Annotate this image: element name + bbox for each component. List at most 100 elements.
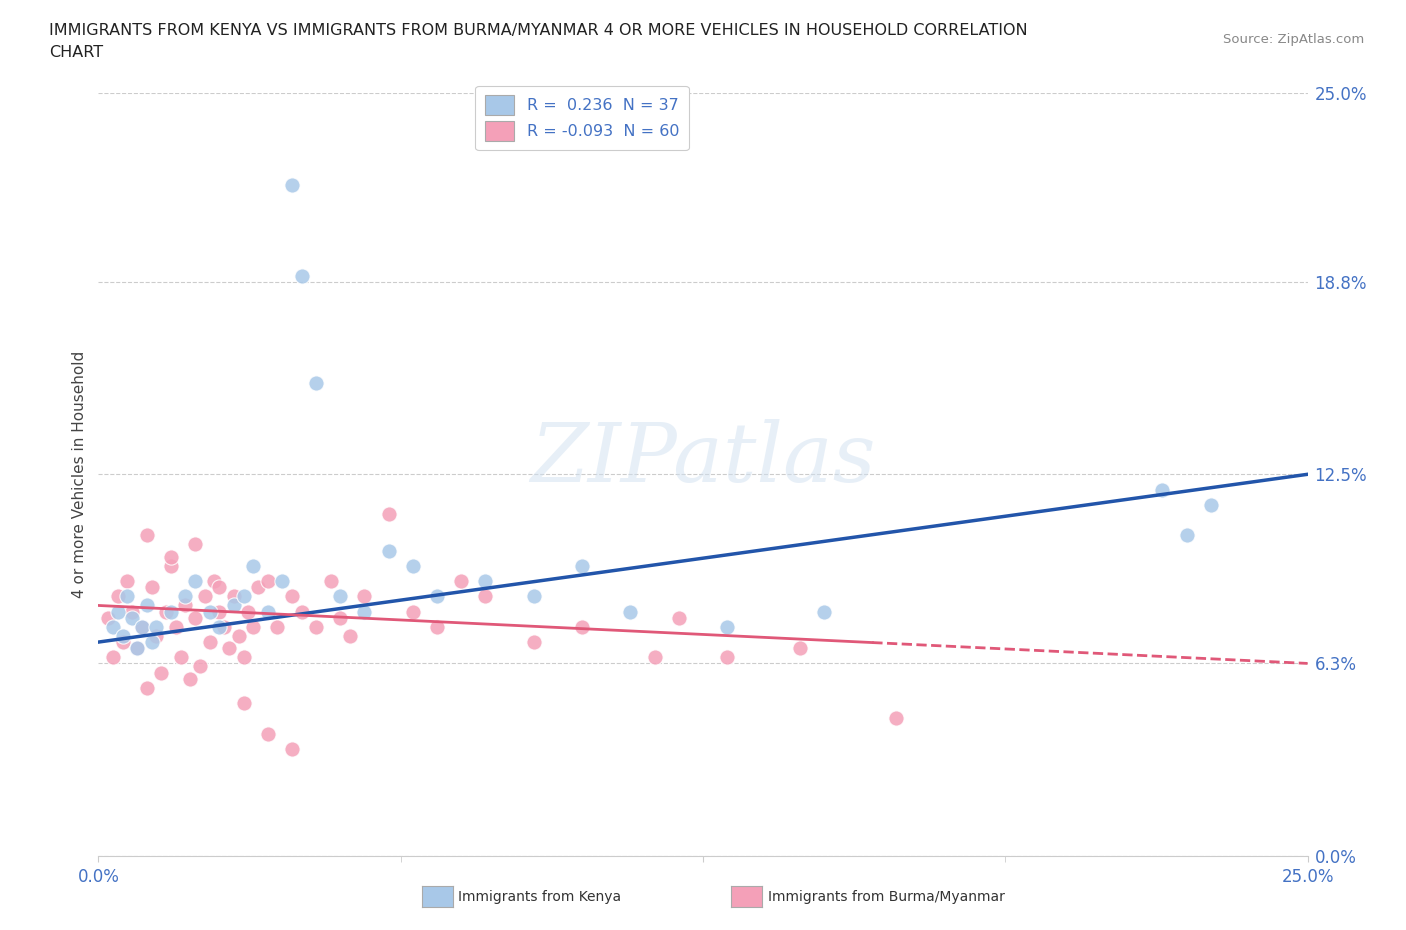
Point bbox=[426, 589, 449, 604]
Point bbox=[150, 665, 173, 680]
Point bbox=[474, 589, 496, 604]
Point bbox=[238, 604, 260, 619]
Point bbox=[450, 574, 472, 589]
Point bbox=[97, 610, 120, 625]
Point bbox=[644, 650, 666, 665]
Point bbox=[174, 589, 197, 604]
Point bbox=[232, 650, 254, 665]
Point bbox=[135, 528, 157, 543]
Point bbox=[1175, 528, 1198, 543]
Point bbox=[242, 558, 264, 573]
Point bbox=[155, 604, 177, 619]
Text: ZIPatlas: ZIPatlas bbox=[530, 419, 876, 499]
Legend: R =  0.236  N = 37, R = -0.093  N = 60: R = 0.236 N = 37, R = -0.093 N = 60 bbox=[475, 86, 689, 151]
Text: Source: ZipAtlas.com: Source: ZipAtlas.com bbox=[1223, 33, 1364, 46]
Point bbox=[141, 579, 163, 594]
Point bbox=[135, 681, 157, 696]
Point bbox=[218, 641, 240, 656]
Point bbox=[256, 574, 278, 589]
Point bbox=[789, 641, 811, 656]
Text: Immigrants from Kenya: Immigrants from Kenya bbox=[458, 889, 621, 904]
Point bbox=[247, 579, 270, 594]
Point bbox=[208, 579, 231, 594]
Text: Immigrants from Burma/Myanmar: Immigrants from Burma/Myanmar bbox=[768, 889, 1004, 904]
Point bbox=[668, 610, 690, 625]
Point bbox=[886, 711, 908, 725]
Point bbox=[305, 376, 328, 391]
Point bbox=[290, 269, 312, 284]
Point bbox=[198, 604, 221, 619]
Point bbox=[256, 726, 278, 741]
Point bbox=[329, 610, 352, 625]
Point bbox=[184, 574, 207, 589]
Point bbox=[266, 619, 288, 634]
Text: CHART: CHART bbox=[49, 45, 103, 60]
Point bbox=[281, 177, 304, 192]
Point bbox=[131, 619, 153, 634]
Point bbox=[117, 574, 139, 589]
Point bbox=[160, 558, 183, 573]
Point bbox=[208, 619, 231, 634]
Point bbox=[339, 629, 361, 644]
Point bbox=[271, 574, 294, 589]
Point bbox=[208, 604, 231, 619]
Point bbox=[111, 634, 134, 649]
Point bbox=[256, 604, 278, 619]
Point bbox=[169, 650, 191, 665]
Point bbox=[131, 619, 153, 634]
Point bbox=[353, 589, 375, 604]
Point bbox=[353, 604, 375, 619]
Point bbox=[111, 629, 134, 644]
Point bbox=[716, 650, 738, 665]
Point bbox=[117, 589, 139, 604]
Y-axis label: 4 or more Vehicles in Household: 4 or more Vehicles in Household bbox=[72, 351, 87, 598]
Point bbox=[813, 604, 835, 619]
Point bbox=[160, 604, 183, 619]
Point bbox=[184, 610, 207, 625]
Point bbox=[107, 589, 129, 604]
Point bbox=[290, 604, 312, 619]
Point bbox=[141, 634, 163, 649]
Point bbox=[319, 574, 342, 589]
Point bbox=[127, 641, 149, 656]
Point bbox=[1152, 482, 1174, 497]
Point bbox=[402, 558, 425, 573]
Point bbox=[329, 589, 352, 604]
Point bbox=[145, 629, 167, 644]
Point bbox=[135, 598, 157, 613]
Point bbox=[305, 619, 328, 634]
Point bbox=[160, 550, 183, 565]
Point bbox=[101, 650, 124, 665]
Point bbox=[426, 619, 449, 634]
Point bbox=[523, 589, 546, 604]
Point bbox=[121, 610, 143, 625]
Point bbox=[222, 589, 245, 604]
Point bbox=[571, 558, 593, 573]
Point bbox=[523, 634, 546, 649]
Point bbox=[716, 619, 738, 634]
Point bbox=[188, 659, 211, 674]
Point bbox=[402, 604, 425, 619]
Point bbox=[232, 696, 254, 711]
Point bbox=[571, 619, 593, 634]
Point bbox=[222, 598, 245, 613]
Point bbox=[242, 619, 264, 634]
Point bbox=[145, 619, 167, 634]
Point bbox=[474, 574, 496, 589]
Text: IMMIGRANTS FROM KENYA VS IMMIGRANTS FROM BURMA/MYANMAR 4 OR MORE VEHICLES IN HOU: IMMIGRANTS FROM KENYA VS IMMIGRANTS FROM… bbox=[49, 23, 1028, 38]
Point bbox=[281, 589, 304, 604]
Point bbox=[101, 619, 124, 634]
Point bbox=[194, 589, 217, 604]
Point bbox=[121, 604, 143, 619]
Point bbox=[179, 671, 201, 686]
Point bbox=[107, 604, 129, 619]
Point bbox=[174, 598, 197, 613]
Point bbox=[198, 634, 221, 649]
Point bbox=[1199, 498, 1222, 512]
Point bbox=[127, 641, 149, 656]
Point bbox=[212, 619, 235, 634]
Point bbox=[228, 629, 250, 644]
Point bbox=[165, 619, 187, 634]
Point bbox=[619, 604, 641, 619]
Point bbox=[377, 543, 399, 558]
